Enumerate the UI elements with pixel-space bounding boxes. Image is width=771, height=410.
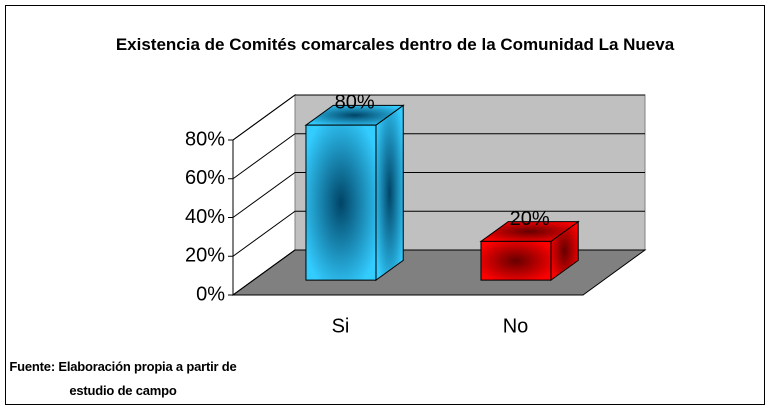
- grid-line: [232, 94, 645, 141]
- chart-title: Existencia de Comités comarcales dentro …: [115, 35, 675, 54]
- y-tick-label: 60%: [185, 167, 225, 189]
- source-note: Fuente: Elaboración propia a partir de e…: [9, 359, 237, 398]
- grid-line: [232, 172, 645, 218]
- y-tick-label: 40%: [185, 206, 225, 228]
- bar-side: [375, 104, 404, 282]
- y-tick-label: 0%: [196, 283, 225, 305]
- grid-line: [232, 210, 645, 257]
- bar: [305, 124, 377, 281]
- x-tick-label: Si: [332, 315, 350, 337]
- grid-line: [232, 133, 645, 180]
- x-tick-label: No: [503, 315, 529, 337]
- data-label: 20%: [510, 208, 550, 230]
- y-tick-label: 80%: [185, 128, 225, 150]
- floor: [231, 249, 647, 296]
- data-label: 80%: [335, 92, 375, 114]
- bar: [480, 240, 552, 281]
- y-tick-label: 20%: [185, 245, 225, 267]
